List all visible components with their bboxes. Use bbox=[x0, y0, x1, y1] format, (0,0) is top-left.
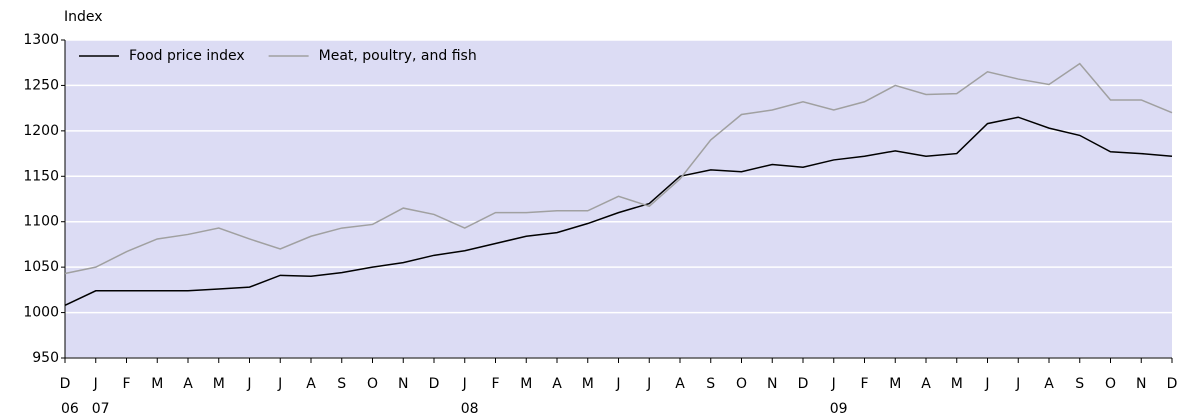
y-tick-label: 1050 bbox=[23, 259, 59, 275]
y-tick-label: 1250 bbox=[23, 77, 59, 93]
legend-label: Food price index bbox=[129, 48, 245, 64]
x-tick-label: M bbox=[951, 376, 963, 392]
x-tick-label: J bbox=[646, 376, 651, 392]
y-tick-label: 950 bbox=[32, 350, 59, 366]
y-tick-label: 1000 bbox=[23, 305, 59, 321]
x-tick-label: A bbox=[1044, 376, 1054, 392]
x-tick-label: A bbox=[675, 376, 685, 392]
x-tick-label: F bbox=[491, 376, 499, 392]
year-label: 09 bbox=[830, 401, 848, 417]
x-tick-label: S bbox=[337, 376, 346, 392]
plot-background bbox=[65, 40, 1172, 358]
x-tick-label: J bbox=[246, 376, 251, 392]
series-line bbox=[64, 62, 1173, 275]
year-label: 07 bbox=[92, 401, 110, 417]
x-tick-label: J bbox=[831, 376, 836, 392]
x-tick-label: M bbox=[889, 376, 901, 392]
x-tick-label: D bbox=[429, 376, 440, 392]
year-label: 06 bbox=[61, 401, 79, 417]
x-tick-label: N bbox=[1136, 376, 1146, 392]
x-tick-label: J bbox=[93, 376, 98, 392]
x-tick-label: J bbox=[984, 376, 989, 392]
x-tick-label: J bbox=[462, 376, 467, 392]
series-line bbox=[64, 116, 1173, 306]
y-tick-label: 1300 bbox=[23, 32, 59, 48]
x-tick-label: O bbox=[1105, 376, 1116, 392]
x-tick-label: N bbox=[398, 376, 408, 392]
x-tick-label: M bbox=[151, 376, 163, 392]
x-tick-label: A bbox=[921, 376, 931, 392]
y-tick-label: 1150 bbox=[23, 168, 59, 184]
y-axis-label: Index bbox=[64, 9, 103, 25]
x-tick-label: A bbox=[306, 376, 316, 392]
x-tick-label: J bbox=[277, 376, 282, 392]
x-tick-label: M bbox=[213, 376, 225, 392]
x-tick-label: D bbox=[1167, 376, 1178, 392]
x-tick-label: S bbox=[706, 376, 715, 392]
year-label: 08 bbox=[461, 401, 479, 417]
x-tick-label: D bbox=[60, 376, 71, 392]
x-tick-label: J bbox=[615, 376, 620, 392]
x-tick-label: J bbox=[1015, 376, 1020, 392]
x-tick-label: F bbox=[860, 376, 868, 392]
legend-label: Meat, poultry, and fish bbox=[319, 48, 477, 64]
x-tick-label: N bbox=[767, 376, 777, 392]
x-tick-label: S bbox=[1075, 376, 1084, 392]
y-tick-label: 1200 bbox=[23, 123, 59, 139]
x-tick-label: A bbox=[183, 376, 193, 392]
x-tick-label: M bbox=[520, 376, 532, 392]
x-tick-label: M bbox=[582, 376, 594, 392]
x-tick-label: A bbox=[552, 376, 562, 392]
x-tick-label: D bbox=[798, 376, 809, 392]
x-tick-label: F bbox=[122, 376, 130, 392]
x-tick-label: O bbox=[736, 376, 747, 392]
x-tick-label: O bbox=[367, 376, 378, 392]
y-tick-label: 1100 bbox=[23, 214, 59, 230]
